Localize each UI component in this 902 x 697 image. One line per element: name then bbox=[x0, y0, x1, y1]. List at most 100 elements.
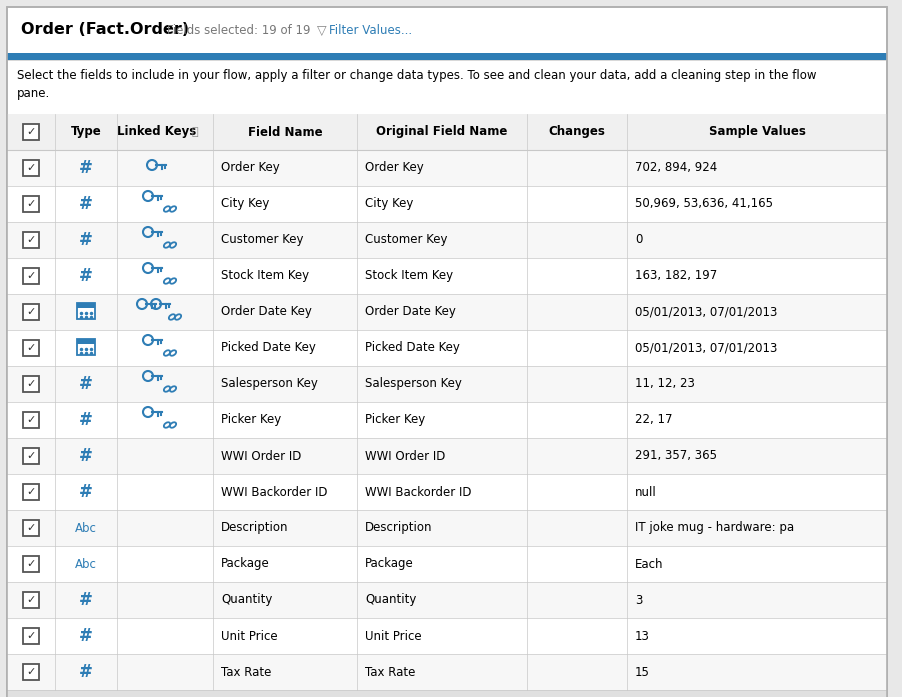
Text: 05/01/2013, 07/01/2013: 05/01/2013, 07/01/2013 bbox=[634, 342, 777, 355]
Bar bbox=[23, 412, 39, 428]
Text: 22, 17: 22, 17 bbox=[634, 413, 672, 427]
Text: Tax Rate: Tax Rate bbox=[364, 666, 415, 678]
Text: pane.: pane. bbox=[17, 88, 51, 100]
Text: ✓: ✓ bbox=[26, 631, 36, 641]
Bar bbox=[7, 654, 886, 690]
Text: Description: Description bbox=[364, 521, 432, 535]
Text: Picked Date Key: Picked Date Key bbox=[364, 342, 459, 355]
Text: Stock Item Key: Stock Item Key bbox=[364, 270, 453, 282]
Text: Order Key: Order Key bbox=[364, 162, 423, 174]
Text: Field Name: Field Name bbox=[247, 125, 322, 139]
Bar bbox=[23, 304, 39, 320]
Text: ✓: ✓ bbox=[26, 127, 36, 137]
Bar bbox=[23, 484, 39, 500]
Text: ✓: ✓ bbox=[26, 415, 36, 425]
Text: #: # bbox=[79, 591, 93, 609]
Text: Picked Date Key: Picked Date Key bbox=[221, 342, 316, 355]
Text: ✓: ✓ bbox=[26, 451, 36, 461]
Text: 163, 182, 197: 163, 182, 197 bbox=[634, 270, 716, 282]
Text: #: # bbox=[79, 663, 93, 681]
Text: #: # bbox=[79, 231, 93, 249]
Bar bbox=[23, 160, 39, 176]
Text: ✓: ✓ bbox=[26, 523, 36, 533]
Text: Salesperson Key: Salesperson Key bbox=[221, 378, 318, 390]
Bar bbox=[23, 448, 39, 464]
Bar bbox=[23, 592, 39, 608]
Text: Tax Rate: Tax Rate bbox=[221, 666, 272, 678]
Bar bbox=[23, 124, 39, 140]
Text: Type: Type bbox=[70, 125, 101, 139]
Text: #: # bbox=[79, 375, 93, 393]
Bar bbox=[7, 582, 886, 618]
Bar bbox=[23, 340, 39, 356]
Text: Customer Key: Customer Key bbox=[364, 233, 447, 247]
Text: 0: 0 bbox=[634, 233, 641, 247]
Text: #: # bbox=[79, 267, 93, 285]
Text: null: null bbox=[634, 486, 656, 498]
Bar bbox=[23, 664, 39, 680]
Text: ✓: ✓ bbox=[26, 487, 36, 497]
Text: Linked Keys: Linked Keys bbox=[117, 125, 197, 139]
Text: ✓: ✓ bbox=[26, 559, 36, 569]
Text: IT joke mug - hardware: pa: IT joke mug - hardware: pa bbox=[634, 521, 793, 535]
Bar bbox=[23, 556, 39, 572]
Bar bbox=[23, 268, 39, 284]
Text: 291, 357, 365: 291, 357, 365 bbox=[634, 450, 716, 463]
Bar bbox=[77, 339, 95, 355]
Bar bbox=[7, 474, 886, 510]
Text: ✓: ✓ bbox=[26, 379, 36, 389]
Bar bbox=[23, 520, 39, 536]
Text: Customer Key: Customer Key bbox=[221, 233, 303, 247]
Text: Description: Description bbox=[221, 521, 288, 535]
Bar bbox=[7, 438, 886, 474]
Bar bbox=[23, 232, 39, 248]
Bar bbox=[7, 150, 886, 186]
Text: Select the fields to include in your flow, apply a filter or change data types. : Select the fields to include in your flo… bbox=[17, 70, 815, 82]
Text: 05/01/2013, 07/01/2013: 05/01/2013, 07/01/2013 bbox=[634, 305, 777, 319]
Text: #: # bbox=[79, 411, 93, 429]
Text: ⓘ: ⓘ bbox=[191, 127, 198, 137]
Bar bbox=[23, 376, 39, 392]
Bar bbox=[7, 53, 886, 60]
Text: Picker Key: Picker Key bbox=[221, 413, 281, 427]
Text: Salesperson Key: Salesperson Key bbox=[364, 378, 461, 390]
Text: ✓: ✓ bbox=[26, 271, 36, 281]
Text: WWI Backorder ID: WWI Backorder ID bbox=[364, 486, 471, 498]
Bar bbox=[7, 114, 886, 150]
Text: Quantity: Quantity bbox=[221, 594, 272, 606]
Text: #: # bbox=[79, 447, 93, 465]
Text: City Key: City Key bbox=[364, 197, 413, 210]
Text: WWI Order ID: WWI Order ID bbox=[221, 450, 301, 463]
Text: Each: Each bbox=[634, 558, 663, 571]
Bar bbox=[7, 366, 886, 402]
Text: Order Key: Order Key bbox=[221, 162, 280, 174]
Text: Unit Price: Unit Price bbox=[221, 629, 277, 643]
Text: WWI Order ID: WWI Order ID bbox=[364, 450, 445, 463]
Bar bbox=[7, 690, 886, 697]
Text: WWI Backorder ID: WWI Backorder ID bbox=[221, 486, 327, 498]
Text: City Key: City Key bbox=[221, 197, 269, 210]
Text: Original Field Name: Original Field Name bbox=[376, 125, 507, 139]
Text: #: # bbox=[79, 195, 93, 213]
Text: Unit Price: Unit Price bbox=[364, 629, 421, 643]
Text: 3: 3 bbox=[634, 594, 641, 606]
Bar bbox=[23, 628, 39, 644]
Bar bbox=[7, 294, 886, 330]
Text: ✓: ✓ bbox=[26, 235, 36, 245]
Bar bbox=[7, 258, 886, 294]
Text: #: # bbox=[79, 483, 93, 501]
Bar bbox=[77, 339, 95, 344]
Text: Picker Key: Picker Key bbox=[364, 413, 425, 427]
Bar bbox=[7, 402, 886, 438]
Bar bbox=[7, 222, 886, 258]
Text: ✓: ✓ bbox=[26, 199, 36, 209]
Text: ✓: ✓ bbox=[26, 667, 36, 677]
Text: Package: Package bbox=[221, 558, 270, 571]
Text: Stock Item Key: Stock Item Key bbox=[221, 270, 308, 282]
Text: Order Date Key: Order Date Key bbox=[221, 305, 311, 319]
Bar bbox=[23, 196, 39, 212]
Bar bbox=[7, 546, 886, 582]
Text: Fields selected: 19 of 19: Fields selected: 19 of 19 bbox=[167, 24, 310, 36]
Text: ✓: ✓ bbox=[26, 163, 36, 173]
Text: 11, 12, 23: 11, 12, 23 bbox=[634, 378, 695, 390]
